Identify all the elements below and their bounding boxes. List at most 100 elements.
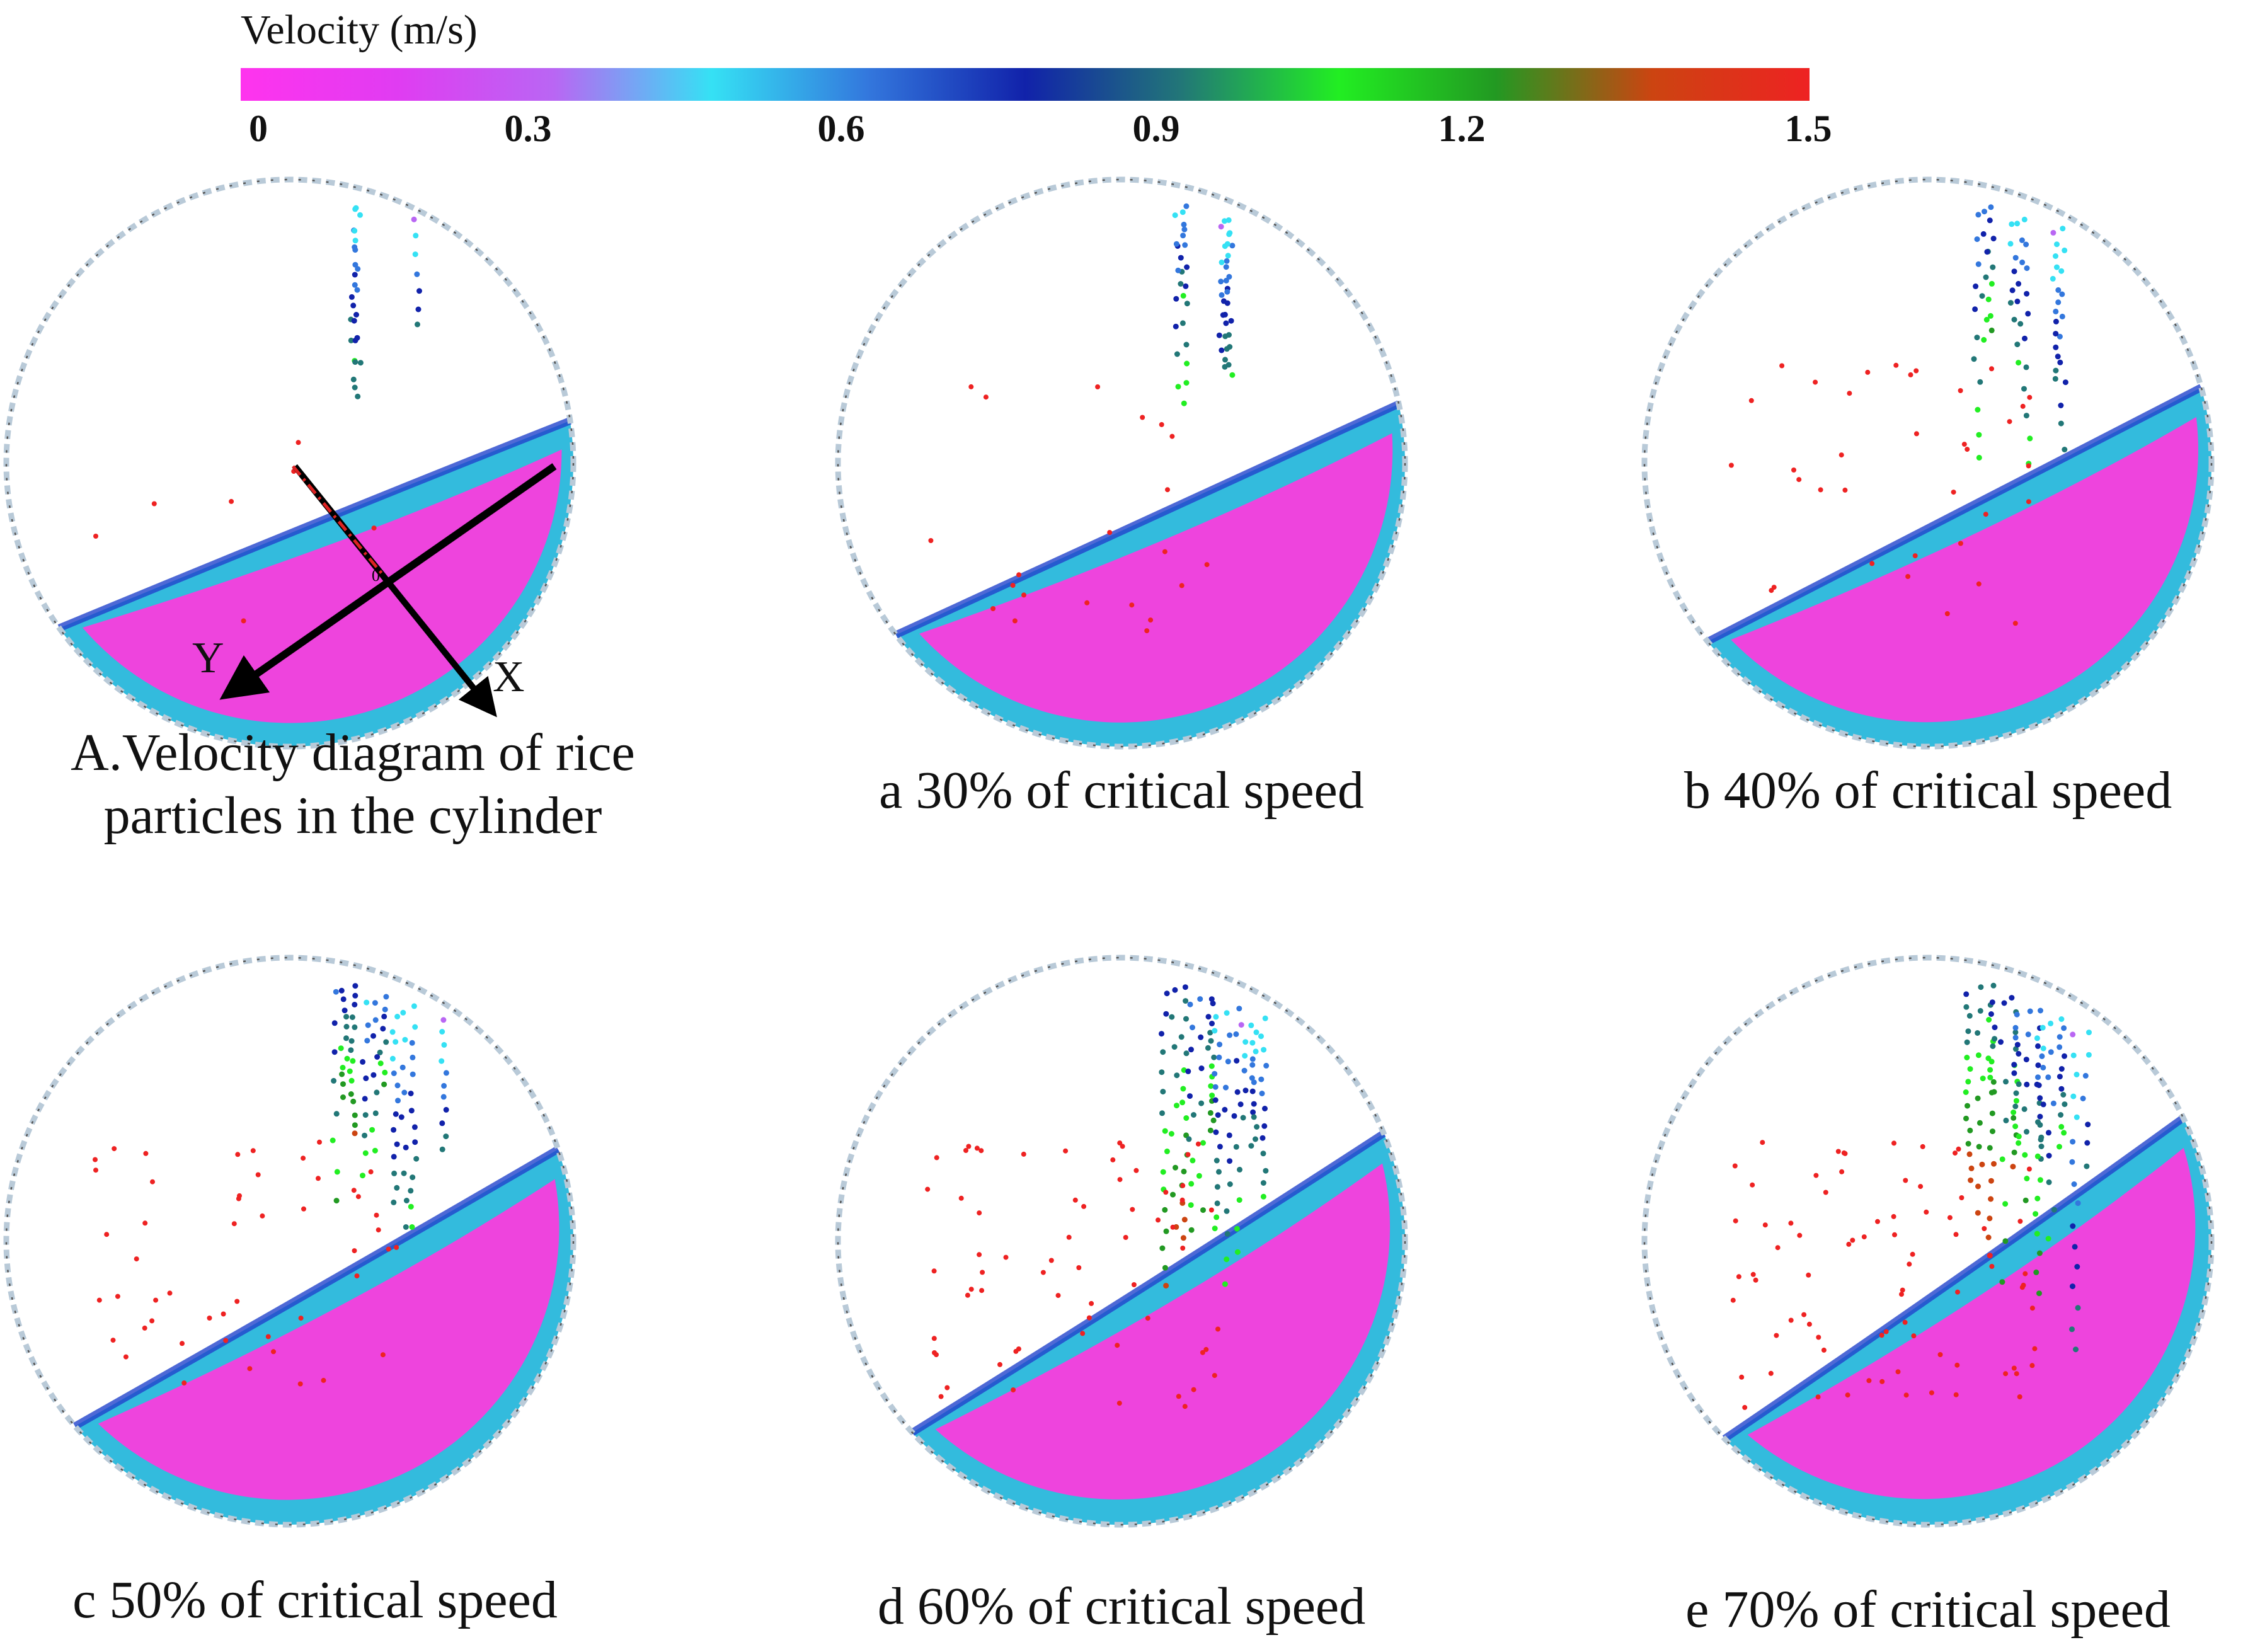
particle [400, 1009, 406, 1016]
particle [1973, 283, 1979, 289]
particle [2016, 1051, 2022, 1057]
particle [1225, 253, 1231, 259]
particle [333, 1111, 340, 1117]
particle-fast [977, 1252, 982, 1258]
particle [394, 1014, 401, 1019]
particle [1179, 1099, 1186, 1106]
particle [2055, 299, 2062, 306]
particle [1178, 1034, 1185, 1040]
particle [1228, 318, 1234, 324]
particle [1242, 1087, 1249, 1094]
particle [1188, 1202, 1194, 1208]
particle-fast [1903, 1178, 1908, 1183]
particle [372, 1000, 378, 1006]
particle [403, 1144, 409, 1150]
particle [1963, 1004, 1970, 1010]
particle-bed-surface [894, 400, 1401, 639]
particle [2053, 318, 2059, 324]
particle-bed-core [919, 433, 1393, 723]
particle-fast [2029, 1305, 2035, 1311]
particle [1191, 1112, 1196, 1118]
particle-fast [934, 1352, 939, 1358]
particle-fast [1899, 1292, 1904, 1297]
particle [2058, 1066, 2065, 1072]
particle-fast [2012, 621, 2018, 626]
particle [2084, 1163, 2090, 1169]
particle [362, 1096, 368, 1102]
particle-fast [1850, 1237, 1856, 1243]
particle [2074, 1264, 2080, 1270]
particle-fast [1918, 1184, 1924, 1190]
colorbar-tick-0: 0 [249, 108, 268, 149]
particle-fast [944, 1385, 950, 1391]
particle [2038, 1134, 2045, 1140]
particle [2085, 1121, 2091, 1128]
particle [439, 1058, 445, 1064]
particle [1162, 1207, 1168, 1213]
particle [2011, 316, 2017, 323]
particle [1210, 1001, 1216, 1007]
particle [413, 1156, 420, 1162]
particle-fast [977, 1210, 982, 1216]
particle [1234, 1058, 1240, 1064]
particle-fast [1733, 1218, 1738, 1224]
particle [403, 1224, 409, 1230]
particle [1224, 346, 1230, 352]
particle-fast [1895, 1369, 1901, 1375]
particle [1976, 454, 1982, 461]
particle [2024, 290, 2030, 297]
particle [2059, 291, 2065, 297]
particle [1163, 1011, 1169, 1017]
particle [370, 1033, 376, 1039]
particle [1212, 1097, 1219, 1103]
particle [1215, 1112, 1221, 1118]
particle [441, 1082, 447, 1089]
particle [2025, 1031, 2031, 1038]
particle [1183, 1115, 1190, 1121]
particle [1163, 1283, 1169, 1289]
particle [2045, 1236, 2051, 1242]
particle [1234, 1225, 1240, 1232]
particle-fast [1140, 415, 1145, 420]
particle [383, 1039, 389, 1045]
particle-fast [966, 1144, 972, 1149]
particle [1170, 1191, 1176, 1198]
particle [1212, 1084, 1219, 1090]
particle-fast [1815, 1394, 1821, 1400]
particle [2011, 1149, 2017, 1156]
particle [1987, 1074, 1993, 1081]
particle [1211, 1054, 1217, 1060]
particle [1182, 242, 1188, 248]
particle [1222, 311, 1228, 318]
particle [415, 321, 420, 328]
particle [2038, 1007, 2043, 1014]
particle-fast [1816, 1334, 1821, 1340]
particle-fast [1179, 1197, 1185, 1203]
particle [2070, 1139, 2076, 1145]
particle [2070, 1283, 2075, 1290]
particle [1977, 1007, 1983, 1014]
particle [1975, 212, 1982, 218]
particle-fast [93, 534, 98, 539]
particle-fast [1040, 1270, 1046, 1275]
particle [1988, 1011, 1994, 1017]
particle-bed-core [83, 449, 562, 723]
particle [1159, 1245, 1166, 1251]
particle-fast [2026, 1166, 2032, 1172]
particle [1975, 1210, 1981, 1216]
particle-fast [1929, 1390, 1934, 1396]
particle [1224, 1230, 1230, 1237]
particle [2012, 1024, 2019, 1031]
particle-fast [1170, 1224, 1176, 1230]
particle [2071, 1181, 2077, 1187]
particle [348, 337, 354, 343]
particle [411, 216, 417, 222]
particle [1968, 1177, 1974, 1183]
particle [391, 1070, 397, 1076]
particle-fast [1813, 379, 1818, 385]
particle-fast [386, 1246, 391, 1252]
particle [415, 306, 422, 313]
particle [2051, 1207, 2057, 1213]
colorbar-tick-2: 0.6 [817, 108, 865, 149]
particle [362, 1112, 369, 1118]
